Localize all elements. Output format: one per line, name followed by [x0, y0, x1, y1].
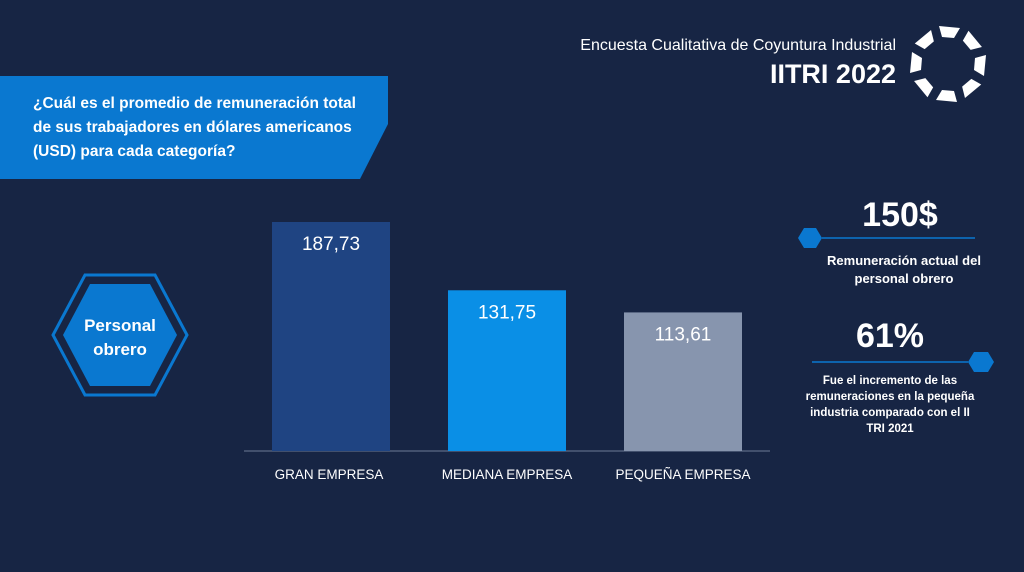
stat-value-remuneration: 150$	[862, 196, 938, 234]
stat-label-remuneration: Remuneración actual del personal obrero	[827, 253, 981, 286]
survey-question: ¿Cuál es el promedio de remuneración tot…	[33, 95, 356, 160]
category-tick-label-1: MEDIANA EMPRESA	[442, 467, 573, 482]
logo-icon	[910, 26, 986, 102]
stat1-hex-icon	[798, 228, 822, 248]
report-title: IITRI 2022	[769, 59, 896, 89]
bar-2	[624, 312, 742, 451]
category-tick-label-2: PEQUEÑA EMPRESA	[615, 467, 750, 482]
category-hexagon	[51, 273, 189, 397]
stat-value-increase: 61%	[855, 317, 925, 355]
category-tick-label-0: GRAN EMPRESA	[275, 467, 384, 482]
report-header: Encuesta Cualitativa de Coyuntura Indust…	[580, 36, 896, 90]
stat2-hex-icon	[968, 352, 994, 372]
report-subtitle: Encuesta Cualitativa de Coyuntura Indust…	[580, 37, 896, 54]
category-label: Personal obrero	[84, 316, 156, 359]
bar-value-label-0: 187,73	[302, 234, 360, 255]
bar-0	[272, 222, 390, 451]
stat-label-increase: Fue el incremento de las remuneraciones …	[805, 375, 975, 435]
bar-value-label-2: 113,61	[655, 324, 712, 345]
question-box	[0, 76, 388, 179]
bar-value-label-1: 131,75	[478, 302, 536, 323]
bar-1	[448, 290, 566, 451]
